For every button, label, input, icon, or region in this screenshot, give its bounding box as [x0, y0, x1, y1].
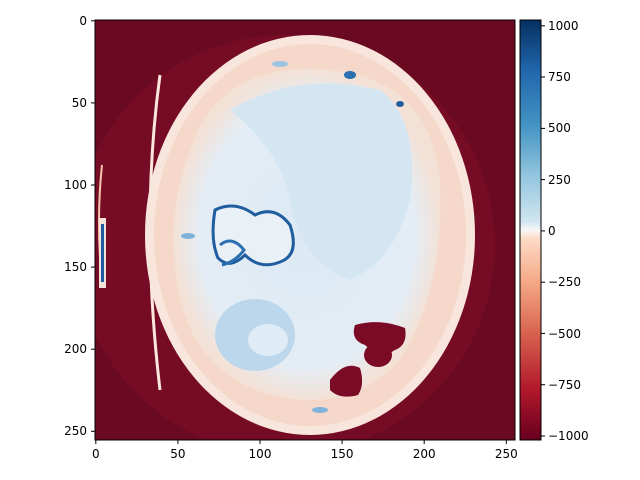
- colorbar-tick-label: 0: [548, 224, 556, 238]
- y-tick-label: 0: [79, 14, 87, 28]
- colorbar-tick-label: 1000: [548, 19, 579, 33]
- spine: [211, 204, 295, 267]
- gas-pocket-2: [330, 365, 363, 397]
- x-tick-label: 250: [495, 447, 518, 461]
- y-tick-label: 200: [64, 342, 87, 356]
- x-tick-label: 100: [249, 447, 272, 461]
- colorbar-tick-label: 750: [548, 70, 571, 84]
- table-marker-core: [101, 224, 104, 282]
- image-axes-frame: [94, 19, 516, 441]
- x-tick-label: 150: [331, 447, 354, 461]
- x-tick-label: 0: [92, 447, 100, 461]
- y-axis: 0 50 100 150 200 250: [64, 14, 95, 438]
- colorbar-tick-label: −500: [548, 327, 581, 341]
- x-tick-label: 200: [413, 447, 436, 461]
- vessel-1: [344, 71, 356, 79]
- colorbar-tick-label: −1000: [548, 429, 589, 443]
- colorbar-tick-label: 500: [548, 121, 571, 135]
- gas-pocket-3: [364, 343, 392, 367]
- y-tick-label: 50: [72, 96, 87, 110]
- x-axis: 0 50 100 150 200 250: [92, 440, 518, 461]
- colorbar: 1000 750 500 250 0 −250 −500 −750 −1000: [519, 19, 589, 443]
- ct-image: [95, 20, 515, 440]
- kidney-left-inner: [248, 324, 288, 356]
- colorbar-gradient: [519, 19, 542, 441]
- vessel-2: [396, 101, 404, 107]
- y-tick-label: 250: [64, 424, 87, 438]
- liver: [230, 83, 412, 280]
- vessel-4: [181, 233, 195, 239]
- vessel-5: [312, 407, 328, 413]
- gas-pocket-1: [353, 322, 406, 354]
- spine-detail: [219, 239, 246, 267]
- colorbar-tick-label: 250: [548, 173, 571, 187]
- colorbar-tick-label: −250: [548, 275, 581, 289]
- vessel-3: [272, 61, 288, 67]
- x-tick-label: 50: [170, 447, 185, 461]
- y-tick-label: 150: [64, 260, 87, 274]
- y-tick-label: 100: [64, 178, 87, 192]
- colorbar-tick-label: −750: [548, 378, 581, 392]
